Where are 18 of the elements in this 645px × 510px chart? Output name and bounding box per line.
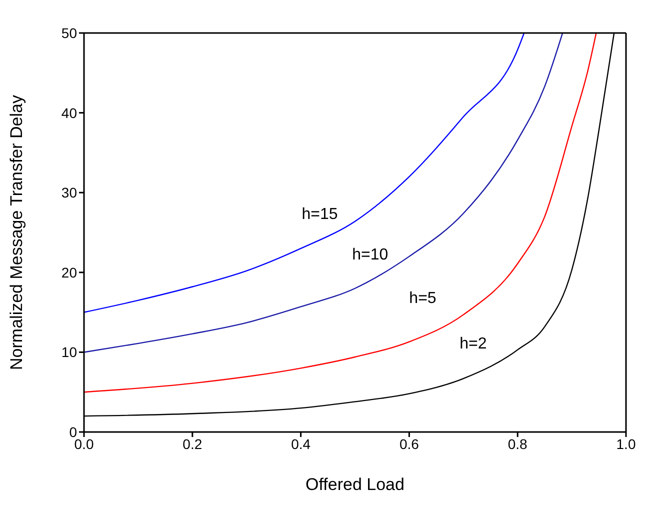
line-series	[84, 33, 564, 353]
y-tick-label: 40	[61, 104, 78, 121]
series-label: h=15	[302, 206, 338, 224]
series-label: h=2	[460, 335, 487, 352]
y-tick-label: 30	[61, 184, 78, 201]
series-label: h=5	[409, 290, 436, 307]
x-tick-label: 1.0	[616, 436, 636, 452]
line-series	[84, 33, 525, 313]
x-axis-title: Offered Load	[306, 475, 404, 494]
y-axis-title: Normalized Message Transfer Delay	[7, 94, 26, 370]
y-tick-label: 10	[61, 344, 78, 360]
series-label: h=10	[352, 246, 388, 264]
x-tick-label: 0.8	[508, 436, 528, 452]
x-tick-label: 0.6	[399, 436, 420, 452]
y-tick-label: 20	[61, 264, 78, 280]
y-tick-label: 50	[61, 24, 78, 41]
x-tick-label: 0.4	[291, 436, 311, 452]
x-tick-label: 0.2	[182, 436, 202, 452]
